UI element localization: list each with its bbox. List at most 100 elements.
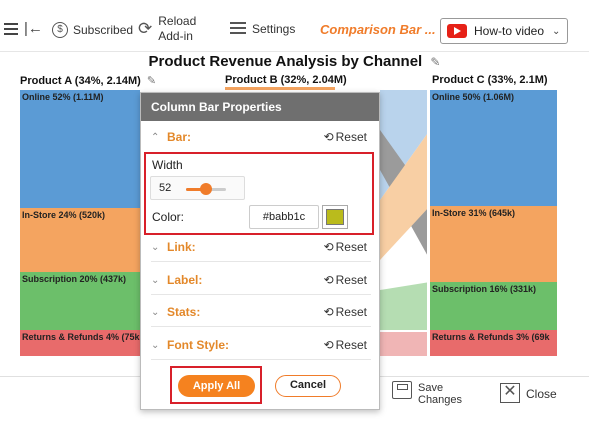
- section-label-label: Label:: [167, 273, 203, 287]
- section-link[interactable]: ⌄ Link: ⟲ Reset: [151, 236, 377, 258]
- bar-c-subscription[interactable]: Subscription 16% (331k): [430, 282, 557, 330]
- divider: [151, 294, 371, 295]
- howto-label: How-to video: [474, 24, 545, 38]
- reset-icon: ⟲: [323, 305, 334, 319]
- reload-icon: ⟳: [138, 19, 153, 38]
- section-stats[interactable]: ⌄ Stats: ⟲ Reset: [151, 301, 377, 323]
- toolbar: |← $ Subscribed ⟳ Reload Add-in Settings…: [0, 0, 589, 52]
- reset-label: Reset: [335, 240, 367, 254]
- slider-thumb[interactable]: [200, 183, 212, 195]
- panel-title: Column Bar Properties: [141, 93, 379, 121]
- reload-label-line2: Add-in: [158, 29, 193, 43]
- column-bar-properties-panel: Column Bar Properties ⌃ Bar: ⟲ Reset ⌄ L…: [140, 92, 380, 410]
- reset-stats-button[interactable]: ⟲ Reset: [324, 305, 367, 319]
- slider-fill: [186, 188, 206, 191]
- column-b-top-strip: [225, 87, 335, 90]
- segment-label: In-Store 24% (520k): [22, 210, 106, 220]
- color-label: Color:: [152, 210, 185, 224]
- chevron-down-icon: ⌄: [151, 274, 160, 286]
- save-changes-button[interactable]: Save Changes: [418, 382, 463, 406]
- bar-a-instore[interactable]: In-Store 24% (520k): [20, 208, 140, 272]
- cancel-button[interactable]: Cancel: [275, 375, 341, 397]
- color-swatch-fill: [326, 209, 344, 225]
- section-font-style-label: Font Style:: [167, 338, 229, 352]
- chevron-down-icon: ⌄: [151, 241, 160, 253]
- reload-label-line1: Reload: [158, 14, 197, 28]
- divider: [151, 326, 371, 327]
- segment-label: Online 50% (1.06M): [432, 92, 515, 102]
- chart-title-text: Product Revenue Analysis by Channel: [148, 53, 423, 70]
- segment-label: Returns & Refunds 3% (69k: [432, 332, 550, 342]
- segment-label: Subscription 20% (437k): [22, 274, 127, 284]
- bar-a-online[interactable]: Online 52% (1.11M): [20, 90, 140, 208]
- reset-icon: ⟲: [323, 130, 334, 144]
- segment-label: Subscription 16% (331k): [432, 284, 537, 294]
- reset-label: Reset: [335, 273, 367, 287]
- bar-c-returns[interactable]: Returns & Refunds 3% (69k: [430, 330, 557, 356]
- back-arrow-icon[interactable]: |←: [24, 20, 43, 37]
- bar-c-instore[interactable]: In-Store 31% (645k): [430, 206, 557, 282]
- width-value: 52: [159, 182, 172, 194]
- settings-button[interactable]: Settings: [230, 22, 295, 36]
- bar-a-subscription[interactable]: Subscription 20% (437k): [20, 272, 140, 330]
- menu-icon[interactable]: [4, 23, 18, 35]
- reset-font-style-button[interactable]: ⟲ Reset: [324, 338, 367, 352]
- edit-pencil-icon[interactable]: ✎: [430, 55, 441, 69]
- segment-label: Online 52% (1.11M): [22, 92, 104, 102]
- section-bar-label: Bar:: [167, 130, 192, 144]
- apply-all-button[interactable]: Apply All: [178, 375, 255, 397]
- settings-label: Settings: [252, 22, 296, 36]
- bar-a-returns[interactable]: Returns & Refunds 4% (75k: [20, 330, 140, 356]
- edit-pencil-icon[interactable]: ✎: [146, 75, 157, 87]
- reset-bar-button[interactable]: ⟲ Reset: [324, 130, 367, 144]
- reset-icon: ⟲: [323, 273, 334, 287]
- link-subscription: [380, 282, 430, 330]
- width-slider[interactable]: 52: [150, 176, 245, 200]
- dollar-icon: $: [52, 22, 68, 38]
- column-a-title: Product A (34%, 2.14M): [20, 75, 141, 87]
- reset-link-button[interactable]: ⟲ Reset: [324, 240, 367, 254]
- column-header-c[interactable]: Product C (33%, 2.1M): [432, 74, 548, 86]
- chart-name-label: Comparison Bar ...: [320, 22, 436, 37]
- reset-label: Reset: [335, 338, 367, 352]
- chevron-down-icon: ⌄: [151, 339, 160, 351]
- divider: [151, 261, 371, 262]
- column-header-b[interactable]: Product B (32%, 2.04M): [225, 74, 347, 86]
- reset-label-button[interactable]: ⟲ Reset: [324, 273, 367, 287]
- flow-links: [225, 87, 430, 356]
- segment-label: In-Store 31% (645k): [432, 208, 516, 218]
- reset-label: Reset: [335, 305, 367, 319]
- segment-label: Returns & Refunds 4% (75k: [22, 332, 140, 342]
- reset-icon: ⟲: [323, 240, 334, 254]
- close-button[interactable]: Close: [526, 387, 557, 401]
- bar-c-online[interactable]: Online 50% (1.06M): [430, 90, 557, 206]
- howto-video-dropdown[interactable]: How-to video ⌄: [440, 18, 568, 44]
- close-icon[interactable]: ✕: [500, 383, 520, 403]
- width-label: Width: [152, 158, 183, 172]
- bar-divider: [427, 90, 430, 356]
- column-b-title: Product B (32%, 2.04M): [225, 74, 347, 86]
- section-link-label: Link:: [167, 240, 196, 254]
- reload-addin-button[interactable]: ⟳ Reload Add-in: [138, 14, 196, 44]
- link-returns: [380, 332, 430, 356]
- section-label[interactable]: ⌄ Label: ⟲ Reset: [151, 269, 377, 291]
- section-bar[interactable]: ⌃ Bar: ⟲ Reset: [151, 126, 377, 148]
- section-font-style[interactable]: ⌄ Font Style: ⟲ Reset: [151, 334, 377, 356]
- reset-label: Reset: [335, 130, 367, 144]
- chevron-up-icon: ⌃: [151, 131, 160, 143]
- reset-icon: ⟲: [323, 338, 334, 352]
- section-stats-label: Stats:: [167, 305, 201, 319]
- save-icon[interactable]: [392, 381, 412, 399]
- chevron-down-icon: ⌄: [151, 306, 160, 318]
- column-c-title: Product C (33%, 2.1M): [432, 74, 548, 86]
- settings-sliders-icon: [230, 22, 246, 36]
- chart-title[interactable]: Product Revenue Analysis by Channel ✎: [0, 53, 589, 70]
- divider: [151, 359, 371, 360]
- chevron-down-icon: ⌄: [552, 25, 561, 37]
- color-picker-swatch[interactable]: [322, 205, 348, 229]
- color-hex-input[interactable]: #babb1c: [249, 205, 319, 229]
- link-instore: [380, 130, 430, 260]
- youtube-icon: [447, 24, 467, 38]
- column-header-a[interactable]: Product A (34%, 2.14M) ✎: [20, 74, 156, 87]
- subscribed-button[interactable]: $ Subscribed: [52, 22, 133, 38]
